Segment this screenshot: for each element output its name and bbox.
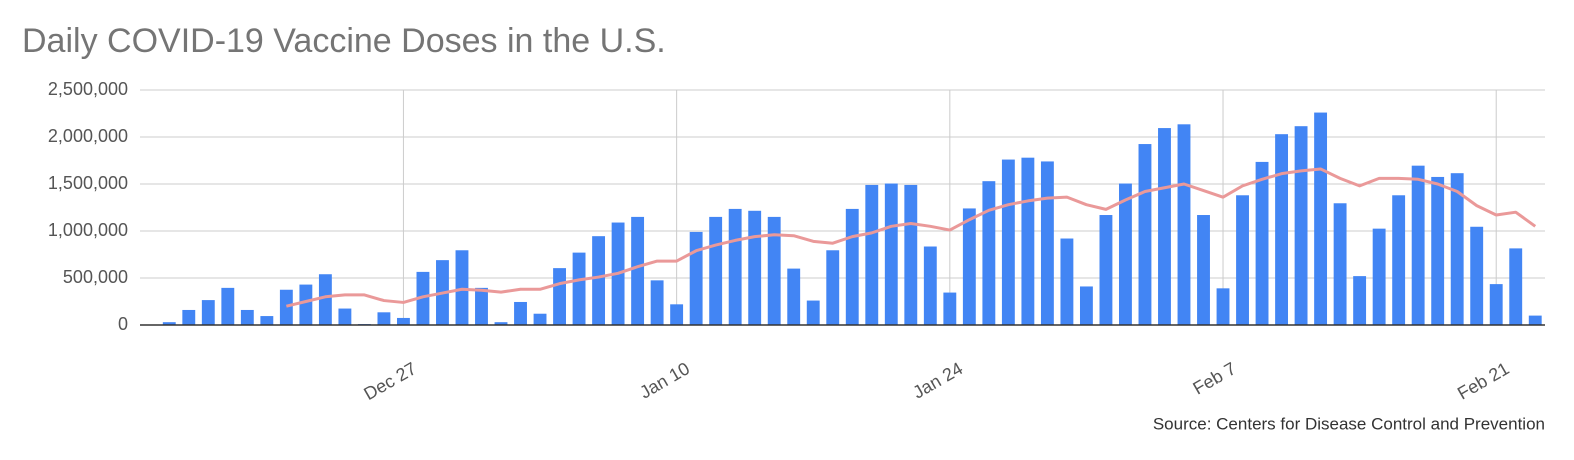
source-note: Source: Centers for Disease Control and …	[1153, 414, 1545, 433]
bar	[1158, 128, 1171, 325]
bar	[670, 304, 684, 325]
bar	[1138, 144, 1152, 325]
bar	[865, 184, 879, 325]
moving-average-line	[285, 167, 1537, 308]
bar	[748, 210, 762, 325]
bar	[1509, 248, 1523, 325]
bar	[787, 268, 801, 325]
bar	[1255, 161, 1269, 325]
bar	[1099, 215, 1113, 325]
bar	[1450, 173, 1464, 325]
bar	[1021, 157, 1035, 325]
bar	[1470, 226, 1484, 325]
bar	[1294, 126, 1308, 325]
bar	[494, 322, 508, 325]
bar	[767, 216, 781, 325]
bar	[982, 181, 996, 325]
bar	[338, 308, 352, 325]
bar	[689, 231, 703, 325]
bar	[1353, 276, 1367, 325]
bar	[240, 309, 254, 325]
bar	[1177, 124, 1191, 325]
bar	[299, 284, 313, 325]
bar	[1314, 112, 1328, 325]
bar	[416, 271, 430, 325]
bar	[279, 289, 293, 325]
bar	[533, 313, 547, 325]
bar	[221, 287, 235, 325]
bar	[1528, 315, 1542, 325]
bar	[1040, 161, 1054, 325]
bar	[884, 183, 898, 325]
y-tick-label: 0	[118, 314, 128, 334]
bar	[592, 236, 606, 325]
bar	[923, 246, 937, 325]
x-tick-label: Jan 24	[909, 358, 966, 402]
bar	[904, 184, 918, 325]
bar	[1275, 134, 1289, 325]
bar	[1236, 195, 1249, 325]
bar	[943, 292, 957, 325]
bar	[475, 287, 488, 325]
bar	[845, 208, 859, 325]
bar	[1197, 215, 1210, 325]
bar	[455, 250, 469, 325]
x-tick-label: Dec 27	[360, 358, 419, 404]
bar	[962, 208, 976, 325]
bar	[709, 216, 723, 325]
bar	[260, 316, 274, 325]
y-tick-label: 1,000,000	[48, 220, 128, 240]
y-tick-label: 500,000	[63, 267, 128, 287]
bar	[377, 312, 391, 325]
x-tick-label: Feb 7	[1190, 358, 1240, 398]
bar	[1001, 159, 1015, 325]
x-tick-label: Jan 10	[636, 358, 693, 402]
bar	[318, 274, 332, 325]
bar	[162, 322, 176, 325]
y-tick-label: 1,500,000	[48, 173, 128, 193]
bar	[514, 301, 527, 325]
y-tick-label: 2,000,000	[48, 126, 128, 146]
x-tick-label: Feb 21	[1454, 358, 1513, 403]
bar	[826, 250, 840, 325]
bar	[1372, 228, 1386, 325]
bar	[396, 317, 410, 325]
bar	[553, 268, 566, 325]
bar	[1060, 238, 1074, 325]
bar	[572, 252, 586, 325]
bar	[182, 309, 196, 325]
bar	[1216, 288, 1230, 325]
bar	[1431, 176, 1445, 325]
bar	[728, 208, 742, 325]
bar	[1411, 165, 1425, 325]
bar	[1489, 284, 1503, 325]
y-tick-label: 2,500,000	[48, 79, 128, 99]
bar	[1392, 195, 1406, 325]
bar	[650, 280, 664, 325]
chart-title: Daily COVID-19 Vaccine Doses in the U.S.	[22, 22, 666, 60]
bar	[631, 216, 645, 325]
bar	[201, 300, 215, 325]
bar	[806, 300, 820, 325]
bar	[1333, 203, 1347, 325]
bar	[1079, 286, 1093, 325]
bar	[1119, 183, 1132, 325]
